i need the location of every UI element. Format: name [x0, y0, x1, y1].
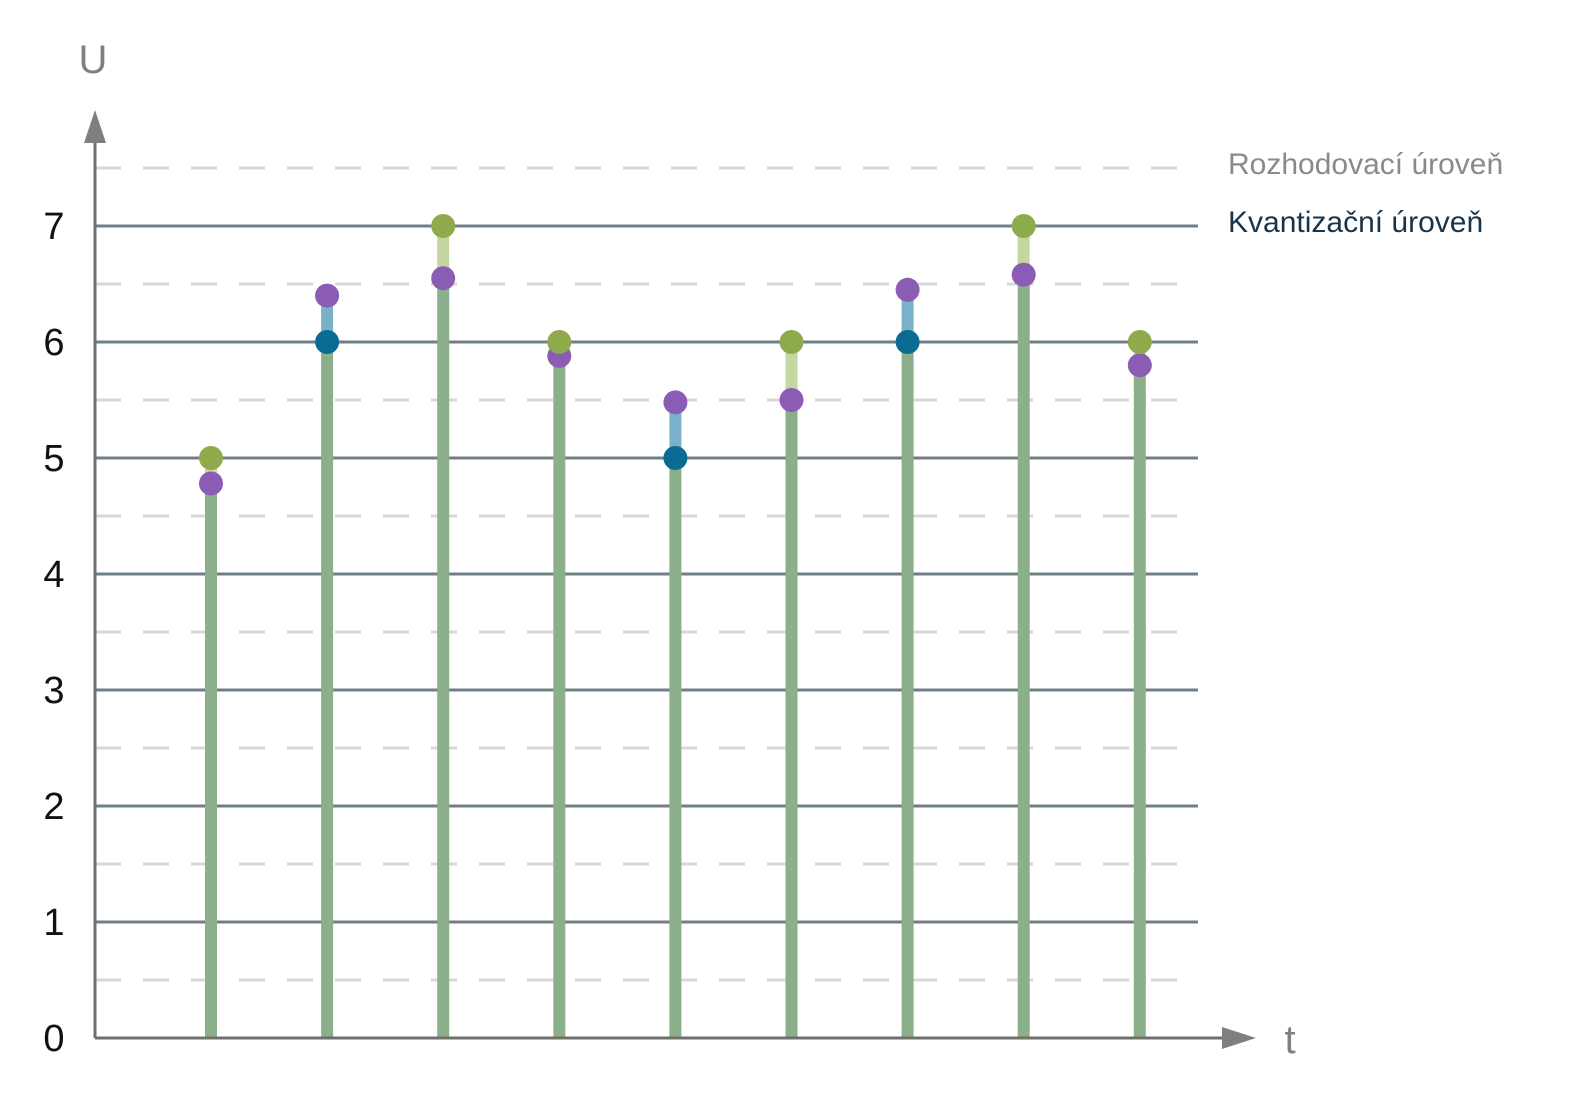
- quantized-value-point: [895, 330, 920, 354]
- axes: U t: [79, 38, 1296, 1062]
- quantized-value-point: [1011, 214, 1036, 238]
- legend-decision-level: Rozhodovací úroveň: [1228, 148, 1503, 181]
- y-tick-label: 7: [43, 206, 64, 248]
- x-axis-arrow-icon: [1222, 1027, 1256, 1049]
- quantized-value-point: [199, 446, 223, 470]
- decision-level-lines: [95, 166, 1198, 982]
- sample-value-point: [895, 277, 920, 302]
- y-tick-label: 3: [43, 670, 64, 712]
- y-tick-label: 0: [43, 1018, 64, 1060]
- sample-value-point: [779, 388, 804, 412]
- quantized-value-point: [663, 446, 688, 470]
- quantized-value-point: [779, 330, 804, 354]
- y-tick-label: 5: [43, 438, 64, 480]
- legend-quantization-level: Kvantizační úroveň: [1228, 206, 1483, 239]
- sample-value-point: [199, 471, 223, 496]
- y-tick-label: 2: [43, 786, 64, 828]
- quantized-value-point: [431, 214, 456, 238]
- sample-value-point: [1011, 262, 1036, 287]
- quantized-value-point: [1127, 330, 1152, 354]
- quantized-value-point: [547, 330, 572, 354]
- quantization-level-lines: [95, 224, 1198, 924]
- sample-value-point: [315, 283, 340, 308]
- sample-value-point: [663, 390, 688, 415]
- y-tick-label: 6: [43, 322, 64, 364]
- x-axis-label: t: [1284, 1018, 1295, 1062]
- sample-stems: [205, 226, 1146, 1038]
- sample-value-point: [431, 266, 456, 291]
- y-axis-arrow-icon: [84, 110, 106, 143]
- legend: Rozhodovací úroveň Kvantizační úroveň: [1228, 148, 1503, 239]
- sample-points: [199, 214, 1152, 496]
- y-tick-labels: 0 1 2 3 4 5 6 7: [43, 206, 64, 1060]
- sample-value-point: [1127, 353, 1152, 378]
- quantized-value-point: [315, 330, 340, 354]
- y-axis-label: U: [79, 38, 108, 82]
- y-tick-label: 1: [43, 902, 64, 944]
- y-tick-label: 4: [43, 554, 64, 596]
